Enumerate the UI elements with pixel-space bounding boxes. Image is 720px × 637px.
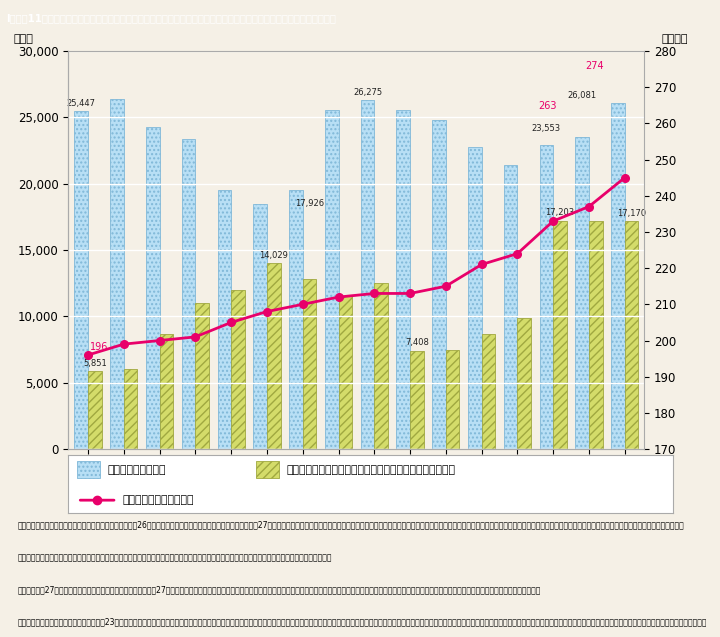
Bar — [482, 334, 495, 449]
Text: 5,851: 5,851 — [83, 359, 107, 368]
Text: 26,275: 26,275 — [353, 88, 382, 97]
Bar — [289, 190, 302, 449]
Text: （人）: （人） — [14, 34, 34, 44]
Bar — [468, 147, 482, 449]
Bar — [518, 318, 531, 449]
Bar — [504, 166, 518, 449]
Text: ４．東日本大震災の影響により，平成23年値は，保育所等待機児童数は岐阜県陸前高田市・大槌町，宮城県山元町・女川町・南三陸町，福島県浪江町・広野町・富岡町を除く。: ４．東日本大震災の影響により，平成23年値は，保育所等待機児童数は岐阜県陸前高田… — [18, 618, 720, 627]
Bar — [553, 221, 567, 449]
Bar — [253, 204, 267, 449]
Bar — [78, 461, 101, 478]
Bar — [611, 103, 625, 449]
Text: 274: 274 — [585, 61, 603, 71]
Text: 263: 263 — [539, 101, 557, 111]
Bar — [338, 296, 352, 449]
Text: 放課後児童クラブの利用を希望するが利用できない児童数: 放課後児童クラブの利用を希望するが利用できない児童数 — [286, 465, 455, 475]
Bar — [146, 127, 160, 449]
Bar — [325, 110, 338, 449]
Bar — [374, 283, 388, 449]
Bar — [446, 350, 459, 449]
Bar — [410, 351, 423, 449]
Text: ２．保育所等待機児童数，保育所等定員は，各年４月１日現在。放課後児童クラブの利用を希望するが利用できない児童数は，各年５月１日現在。: ２．保育所等待機児童数，保育所等定員は，各年４月１日現在。放課後児童クラブの利用… — [18, 553, 333, 562]
Bar — [110, 99, 124, 449]
Bar — [217, 190, 231, 449]
Text: （万人）: （万人） — [661, 34, 688, 44]
Bar — [361, 101, 374, 449]
Bar — [74, 111, 88, 449]
Bar — [625, 221, 639, 449]
Text: ３．平成27年以降の保育所等待機児童数，保育所等定員は，27年４月に施行した子ども・子育て支援新制度において新たに位置づけられた幼保連携型認定こども園等の特定教: ３．平成27年以降の保育所等待機児童数，保育所等定員は，27年４月に施行した子ど… — [18, 585, 541, 594]
Text: 7,408: 7,408 — [405, 338, 429, 347]
Bar — [432, 120, 446, 449]
Text: 14,029: 14,029 — [259, 250, 288, 260]
Bar — [182, 140, 195, 449]
Bar — [160, 334, 174, 449]
Bar — [302, 279, 316, 449]
Text: （備考）１．保育所等待機児童数，保育所等定員は，平成26年までは厚生労働省「保育所関連状況取りまとめ」，27年以降は「保育所等関連状況取りまとめ」より作成。放課: （備考）１．保育所等待機児童数，保育所等定員は，平成26年までは厚生労働省「保育… — [18, 521, 685, 530]
Text: 17,926: 17,926 — [295, 199, 324, 208]
Text: 保育所等待機児童数: 保育所等待機児童数 — [108, 465, 166, 475]
Bar — [231, 290, 245, 449]
Bar — [575, 136, 589, 449]
Bar — [397, 110, 410, 449]
Bar — [124, 369, 138, 449]
Bar — [267, 263, 281, 449]
Text: 23,553: 23,553 — [532, 124, 561, 133]
Text: 196: 196 — [90, 342, 108, 352]
Bar — [256, 461, 279, 478]
Text: 17,203: 17,203 — [546, 208, 575, 217]
Bar — [539, 145, 553, 449]
Text: 保育所等定員（右目盛）: 保育所等定員（右目盛） — [123, 495, 194, 505]
Text: 17,170: 17,170 — [617, 209, 646, 218]
Bar — [88, 371, 102, 449]
Bar — [195, 303, 209, 449]
Text: 26,081: 26,081 — [567, 90, 597, 99]
Bar — [589, 221, 603, 449]
Text: I－３－11図　保育所等待機児童数と保育所等定員及び放課後児童クラブの利用を希望するが利用できない児童数の推移: I－３－11図 保育所等待機児童数と保育所等定員及び放課後児童クラブの利用を希望… — [6, 13, 336, 23]
Text: 25,447: 25,447 — [67, 99, 96, 108]
